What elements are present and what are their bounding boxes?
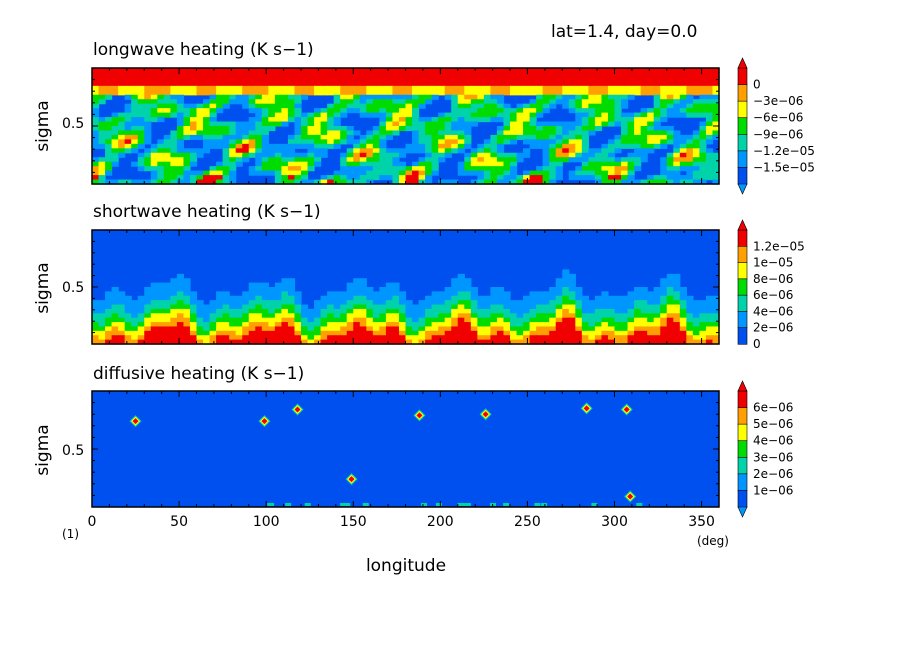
x-tick-label: 250 bbox=[514, 514, 541, 530]
heat-spot bbox=[129, 415, 142, 428]
colorbar-swatch bbox=[737, 150, 748, 169]
colorbar-swatch bbox=[737, 456, 748, 475]
colorbar-swatch bbox=[737, 490, 748, 508]
heat-spot bbox=[620, 403, 633, 416]
colorbar-swatch bbox=[737, 311, 748, 329]
x-scale-note: (1) bbox=[62, 527, 79, 541]
colorbar-swatch bbox=[737, 327, 748, 345]
colorbar-label: −3e−06 bbox=[753, 94, 803, 108]
heat-spot bbox=[345, 473, 358, 486]
colorbar-extend-max bbox=[737, 57, 748, 69]
colorbar-label: 0 bbox=[753, 337, 761, 351]
x-tick-label: 300 bbox=[601, 514, 628, 530]
panel-longwave: longwave heating (K s−1) 0.5 sigma 0 −3e−… bbox=[33, 40, 815, 195]
heatmap-plot bbox=[92, 230, 720, 345]
colorbar-swatch bbox=[737, 407, 748, 425]
colorbar-swatch bbox=[737, 262, 748, 280]
y-axis-label: sigma bbox=[33, 100, 53, 151]
colorbar-swatch bbox=[737, 117, 748, 135]
heat-spot bbox=[413, 409, 426, 422]
colorbar-label: 4e−06 bbox=[753, 434, 793, 448]
colorbar: 0 −3e−06 −6e−06 −9e−06 −1.2e−05 −1.5e−05 bbox=[737, 57, 815, 195]
heatmap-plot bbox=[92, 391, 719, 507]
x-tick-label: 0 bbox=[88, 514, 97, 530]
x-tick-label: 350 bbox=[688, 514, 715, 530]
x-axis-label: longitude bbox=[366, 556, 446, 576]
heatmap-plot bbox=[92, 68, 720, 185]
colorbar: 1.2e−05 1e−05 8e−06 6e−06 4e−06 2e−06 0 bbox=[737, 219, 805, 351]
panel-title: diffusive heating (K s−1) bbox=[93, 364, 304, 384]
x-tick-label: 50 bbox=[170, 514, 188, 530]
panel-title: longwave heating (K s−1) bbox=[93, 40, 314, 60]
colorbar-label: 2e−06 bbox=[753, 321, 793, 335]
colorbar-label: 1e−06 bbox=[753, 483, 793, 497]
colorbar-label: 2e−06 bbox=[753, 467, 793, 481]
colorbar-swatch bbox=[737, 84, 748, 102]
colorbar-label: 3e−06 bbox=[753, 450, 793, 464]
y-ticks bbox=[92, 390, 719, 508]
panel-title: shortwave heating (K s−1) bbox=[93, 202, 321, 222]
colorbar-swatch bbox=[737, 245, 748, 264]
colorbar-label: −6e−06 bbox=[753, 111, 803, 125]
colorbar-label: 1e−05 bbox=[753, 256, 793, 270]
colorbar-label: 8e−06 bbox=[753, 272, 793, 286]
x-ticks bbox=[91, 391, 720, 507]
y-ticks bbox=[92, 229, 719, 345]
colorbar: 6e−06 5e−06 4e−06 3e−06 2e−06 1e−06 bbox=[737, 380, 793, 518]
colorbar-swatch bbox=[737, 423, 748, 442]
colorbar-extend-min bbox=[737, 183, 748, 195]
y-axis-label: sigma bbox=[33, 424, 53, 475]
x-tick-label: 200 bbox=[427, 514, 454, 530]
ytick-label: 0.5 bbox=[62, 280, 84, 296]
colorbar-swatch bbox=[737, 473, 748, 492]
colorbar-swatch bbox=[737, 294, 748, 313]
heat-spot bbox=[479, 408, 492, 421]
colorbar-label: −1.2e−05 bbox=[753, 144, 815, 158]
y-axis-label: sigma bbox=[33, 262, 53, 313]
x-axis-unit: (deg) bbox=[697, 534, 729, 548]
colorbar-label: −1.5e−05 bbox=[753, 160, 815, 174]
colorbar-label: 1.2e−05 bbox=[753, 239, 805, 253]
colorbar-swatch bbox=[737, 67, 748, 86]
colorbar-extend-max bbox=[737, 219, 748, 231]
y-ticks bbox=[92, 67, 719, 185]
x-tick-label: 100 bbox=[253, 514, 280, 530]
x-ticks bbox=[91, 68, 720, 184]
panel-shortwave: shortwave heating (K s−1) 0.5 sigma 1.2e… bbox=[33, 202, 805, 351]
colorbar-extend-max bbox=[737, 380, 748, 392]
x-ticks bbox=[91, 230, 720, 344]
ytick-label: 0.5 bbox=[62, 116, 84, 132]
heat-spot bbox=[624, 490, 637, 503]
colorbar-label: 5e−06 bbox=[753, 417, 793, 431]
colorbar-swatch bbox=[737, 133, 748, 152]
panel-diffusive: diffusive heating (K s−1) 0.5 sigma 6e−0… bbox=[33, 364, 793, 518]
heat-spot bbox=[258, 415, 271, 428]
x-tick-labels: 0 50 100 150 200 250 300 350 bbox=[88, 514, 715, 530]
colorbar-label: 6e−06 bbox=[753, 288, 793, 302]
colorbar-label: −9e−06 bbox=[753, 127, 803, 141]
header-info: lat=1.4, day=0.0 bbox=[551, 22, 697, 42]
x-tick-label: 150 bbox=[340, 514, 367, 530]
colorbar-label: 4e−06 bbox=[753, 304, 793, 318]
colorbar-swatch bbox=[737, 278, 748, 296]
colorbar-label: 6e−06 bbox=[753, 401, 793, 415]
colorbar-swatch bbox=[737, 229, 748, 247]
colorbar-label: 0 bbox=[753, 78, 761, 92]
colorbar-swatch bbox=[737, 390, 748, 409]
colorbar-swatch bbox=[737, 167, 748, 185]
colorbar-swatch bbox=[737, 440, 748, 458]
ytick-label: 0.5 bbox=[62, 443, 84, 459]
colorbar-swatch bbox=[737, 100, 748, 119]
heat-spot bbox=[580, 402, 593, 415]
colorbar-extend-min bbox=[737, 506, 748, 518]
heat-spot bbox=[291, 403, 304, 416]
